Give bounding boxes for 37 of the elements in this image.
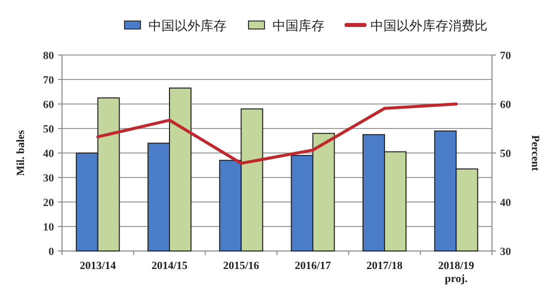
y-axis-title: Mil. bales [15, 129, 27, 176]
x-tick-label: 2018/19 proj. [438, 260, 475, 285]
y-tick-label: 50 [43, 124, 54, 136]
y-tick-label: 10 [43, 222, 54, 234]
bar [456, 168, 478, 252]
y-tick-label: 20 [43, 197, 54, 209]
y-tick-label: 30 [43, 172, 54, 184]
y2-tick-label: 30 [500, 246, 512, 258]
bar [240, 108, 264, 252]
bar [312, 132, 335, 252]
y-tick-label: 80 [43, 50, 54, 62]
x-tick-label: 2015/16 [223, 260, 260, 272]
bar [169, 88, 192, 252]
x-tick-label: 2013/14 [80, 260, 116, 272]
bar [384, 151, 406, 252]
y2-tick-label: 50 [500, 148, 512, 160]
y2-tick-label: 70 [500, 50, 512, 62]
bar [219, 160, 242, 252]
y-tick-label: 60 [43, 99, 54, 111]
bar [290, 154, 314, 252]
y-tick-label: 40 [43, 148, 54, 160]
x-tick-label: 2016/17 [294, 260, 332, 272]
y2-tick-label: 60 [500, 99, 512, 111]
bar [148, 142, 170, 252]
bar [362, 134, 385, 252]
y-tick-label: 70 [43, 74, 54, 86]
y2-axis-title: Percent [529, 135, 541, 172]
bar [434, 130, 457, 252]
legend-label: 中国以外库存消费比 [370, 18, 488, 33]
legend-label: 中国库存 [272, 18, 324, 33]
y-tick-label: 0 [48, 246, 54, 258]
y2-tick-label: 40 [500, 197, 512, 209]
bar [97, 97, 120, 252]
bar [76, 152, 98, 252]
x-tick-label: 2017/18 [366, 260, 404, 272]
x-tick-label: 2014/15 [151, 260, 188, 272]
legend-label: 中国以外库存 [148, 18, 226, 33]
